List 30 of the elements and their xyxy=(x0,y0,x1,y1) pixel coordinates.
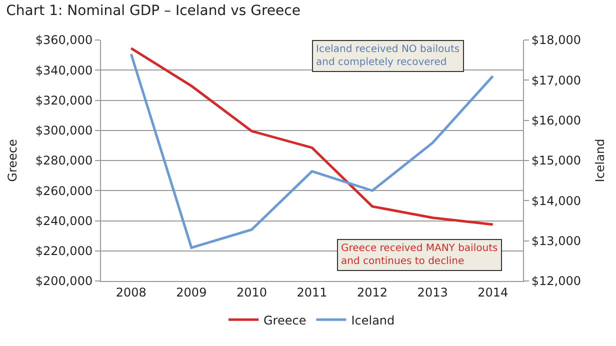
x-tick-label: 2012 xyxy=(357,285,388,300)
x-tick-label: 2010 xyxy=(236,285,267,300)
x-tick-label: 2013 xyxy=(417,285,448,300)
y2-tick-label: $16,000 xyxy=(531,114,582,128)
y-tick-label: $200,000 xyxy=(35,274,93,288)
y-tick-label: $340,000 xyxy=(35,63,93,78)
x-tick-label: 2008 xyxy=(116,285,146,300)
y-tick-label: $220,000 xyxy=(35,244,93,258)
x-tick-label: 2011 xyxy=(296,285,328,300)
y2-tick-label: $14,000 xyxy=(531,194,582,208)
y-tick-label: $360,000 xyxy=(35,33,93,48)
legend-label: Greece xyxy=(264,313,306,328)
y-tick-label: $260,000 xyxy=(35,184,93,198)
y2-tick-label: $12,000 xyxy=(531,274,582,288)
y2-tick-label: $17,000 xyxy=(531,73,582,88)
annotation: Greece received MANY bailouts and continues to decline xyxy=(341,243,498,267)
y-tick-label: $240,000 xyxy=(35,214,93,228)
y2-axis-title: Iceland xyxy=(592,138,607,182)
y2-tick-label: $18,000 xyxy=(531,33,582,48)
chart-title: Chart 1: Nominal GDP – Iceland vs Greece xyxy=(6,2,300,19)
x-tick-label: 2014 xyxy=(478,285,508,300)
y-tick-label: $320,000 xyxy=(35,93,93,108)
annotation: Iceland received NO bailouts and completely recovered xyxy=(316,44,460,68)
y-tick-label: $300,000 xyxy=(35,124,93,138)
y2-tick-label: $13,000 xyxy=(531,234,582,248)
y2-tick-label: $15,000 xyxy=(531,154,582,168)
x-tick-label: 2009 xyxy=(176,285,207,300)
y-tick-label: $280,000 xyxy=(35,154,93,168)
y-axis-title: Greece xyxy=(6,139,20,182)
legend-label: Iceland xyxy=(351,313,395,328)
